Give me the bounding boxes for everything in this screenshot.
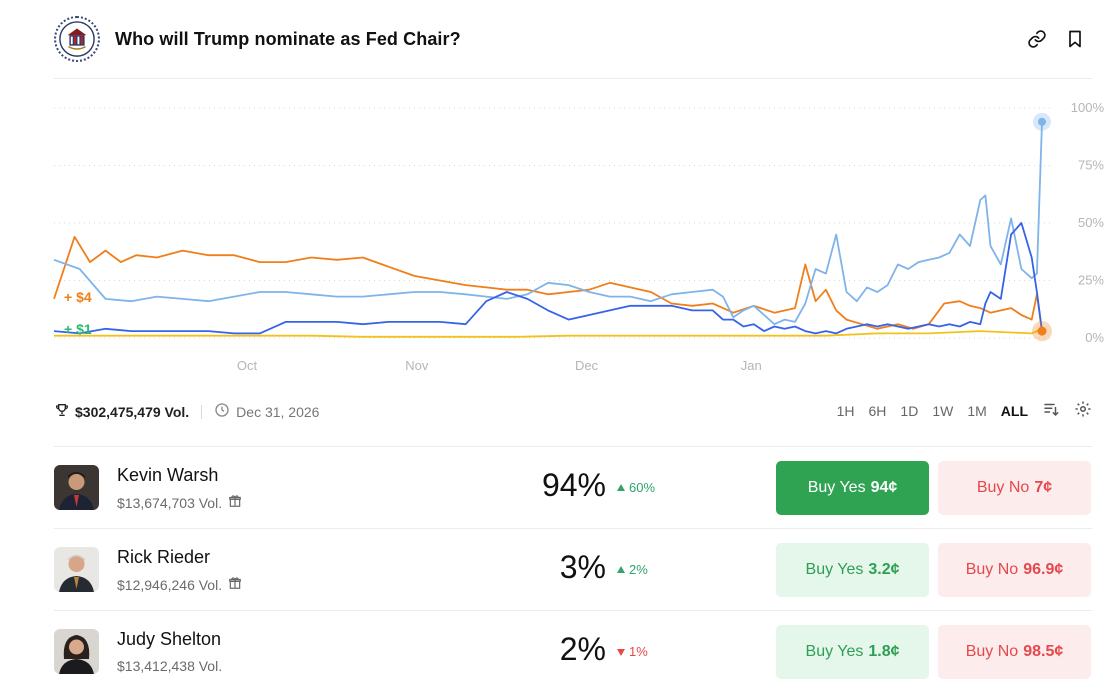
total-volume: $302,475,479 Vol. xyxy=(75,403,190,420)
series-end-point xyxy=(1038,117,1046,126)
range-1h[interactable]: 1H xyxy=(836,402,855,419)
y-tick-label: 50% xyxy=(1078,215,1104,230)
series-line-1 xyxy=(53,121,1043,326)
outcome-volume: $12,946,246 Vol. xyxy=(117,576,242,593)
link-icon[interactable] xyxy=(1026,28,1048,50)
arrow-up-icon xyxy=(617,565,625,573)
buy-no-price: 98.5¢ xyxy=(1023,643,1064,660)
y-tick-label: 100% xyxy=(1071,100,1105,115)
range-all[interactable]: ALL xyxy=(1000,402,1028,419)
price-history-chart[interactable]: 100% 75% 50% 25% 0% Oct Nov Dec Jan + $4 + $1 xyxy=(0,90,1114,380)
buy-yes-label: Buy Yes xyxy=(807,479,866,496)
outcome-change: 1% xyxy=(616,644,648,659)
y-tick-label: 75% xyxy=(1078,158,1104,173)
outcome-row-judy-shelton[interactable]: Judy Shelton $13,412,438 Vol. 2% 1% Buy … xyxy=(54,625,1092,688)
outcome-name: Rick Rieder xyxy=(117,547,211,567)
series-line-3 xyxy=(54,327,1043,338)
range-1m[interactable]: 1M xyxy=(967,402,987,419)
market-stats: $302,475,479 Vol. Dec 31, 2026 xyxy=(54,402,319,421)
market-title: Who will Trump nominate as Fed Chair? xyxy=(115,28,461,49)
stats-divider xyxy=(201,404,203,419)
outcome-volume-text: $13,674,703 Vol. xyxy=(117,494,223,511)
outcome-row-rick-rieder[interactable]: Rick Rieder $12,946,246 Vol. 3% 2% Buy Y… xyxy=(54,543,1092,607)
series-line-2 xyxy=(53,222,1043,335)
bookmark-icon[interactable] xyxy=(1064,28,1086,50)
gift-icon[interactable] xyxy=(228,576,242,593)
range-6h[interactable]: 6H xyxy=(868,402,887,419)
series-end-point xyxy=(1037,326,1047,336)
buy-yes-price: 1.8¢ xyxy=(868,643,900,660)
buy-yes-label: Buy Yes xyxy=(805,561,864,578)
buy-yes-label: Buy Yes xyxy=(805,643,864,660)
buy-yes-price: 94¢ xyxy=(870,479,898,496)
chart-annotation: + $4 xyxy=(64,289,92,305)
avatar xyxy=(54,629,99,674)
trophy-icon xyxy=(54,402,70,421)
outcome-probability: 3% xyxy=(559,549,606,585)
outcome-row-kevin-warsh[interactable]: Kevin Warsh $13,674,703 Vol. 94% 60% Buy… xyxy=(54,461,1092,525)
outcome-change: 60% xyxy=(616,480,655,495)
outcome-change-text: 60% xyxy=(629,480,656,495)
buy-yes-price: 3.2¢ xyxy=(868,561,900,578)
arrow-up-icon xyxy=(617,483,625,491)
x-tick-label: Dec xyxy=(575,358,599,373)
time-range-selector: 1H 6H 1D 1W 1M ALL xyxy=(837,400,1092,421)
range-1d[interactable]: 1D xyxy=(900,402,919,419)
buy-no-price: 7¢ xyxy=(1034,479,1053,496)
range-1w[interactable]: 1W xyxy=(932,402,954,419)
outcome-name: Kevin Warsh xyxy=(117,465,219,485)
outcome-volume-text: $13,412,438 Vol. xyxy=(117,658,223,674)
buy-no-button[interactable]: Buy No 96.9¢ xyxy=(938,543,1091,597)
outcome-name: Judy Shelton xyxy=(117,629,222,649)
x-tick-label: Jan xyxy=(741,358,762,373)
buy-no-button[interactable]: Buy No 7¢ xyxy=(938,461,1091,515)
y-tick-label: 25% xyxy=(1078,273,1104,288)
buy-no-label: Buy No xyxy=(965,561,1019,578)
buy-yes-button[interactable]: Buy Yes 1.8¢ xyxy=(776,625,929,679)
gift-icon[interactable] xyxy=(228,494,242,511)
outcome-change-text: 2% xyxy=(629,562,648,577)
list-divider xyxy=(54,528,1092,529)
x-tick-label: Nov xyxy=(405,358,429,373)
buy-no-label: Buy No xyxy=(965,643,1019,660)
outcome-volume-text: $12,946,246 Vol. xyxy=(117,576,223,593)
market-header: Who will Trump nominate as Fed Chair? xyxy=(54,16,1094,62)
list-divider xyxy=(54,446,1092,447)
series-line-0 xyxy=(53,235,1043,332)
buy-yes-button[interactable]: Buy Yes 94¢ xyxy=(776,461,929,515)
outcome-probability: 2% xyxy=(559,631,606,667)
buy-no-label: Buy No xyxy=(976,479,1030,496)
y-tick-label: 0% xyxy=(1085,330,1104,345)
outcome-change-text: 1% xyxy=(629,644,648,659)
avatar xyxy=(54,465,99,510)
sort-icon[interactable] xyxy=(1042,400,1060,421)
header-divider xyxy=(54,78,1092,79)
federal-reserve-seal-icon xyxy=(54,16,100,62)
outcome-volume: $13,412,438 Vol. xyxy=(117,658,222,674)
clock-icon xyxy=(214,402,230,421)
buy-no-button[interactable]: Buy No 98.5¢ xyxy=(938,625,1091,679)
list-divider xyxy=(54,610,1092,611)
chart-annotation: + $1 xyxy=(64,321,92,337)
avatar xyxy=(54,547,99,592)
end-date: Dec 31, 2026 xyxy=(236,403,320,420)
outcome-change: 2% xyxy=(616,562,648,577)
outcome-probability: 94% xyxy=(541,467,606,503)
buy-yes-button[interactable]: Buy Yes 3.2¢ xyxy=(776,543,929,597)
gear-icon[interactable] xyxy=(1074,400,1092,421)
outcome-volume: $13,674,703 Vol. xyxy=(117,494,242,511)
x-tick-label: Oct xyxy=(237,358,258,373)
arrow-down-icon xyxy=(617,648,625,656)
buy-no-price: 96.9¢ xyxy=(1023,561,1064,578)
